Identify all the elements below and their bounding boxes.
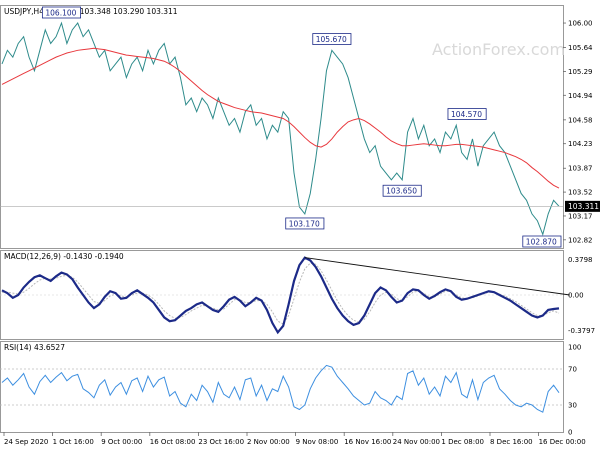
price-y-axis: 106.00 105.64 105.29 104.94 104.58 104.23 103.… <box>563 20 593 244</box>
time-x-axis: 24 Sep 2020 1 Oct 16:00 9 Oct 00:00 16 Oct … <box>3 432 586 446</box>
price-tick-label: 104.94 <box>568 92 593 100</box>
price-annotation-label: 103.170 <box>289 219 320 228</box>
x-tick-label: 16 Dec 00:00 <box>539 438 586 446</box>
price-tick-label: 103.52 <box>568 189 593 197</box>
macd-line <box>1 256 560 335</box>
price-tick-label: 103.17 <box>568 212 593 220</box>
x-tick-label: 1 Oct 16:00 <box>53 438 94 446</box>
price-annotation-box <box>285 217 325 230</box>
price-tick-label: 104.23 <box>568 140 593 148</box>
last-price-box <box>565 200 600 212</box>
price-annotation-box <box>41 6 81 19</box>
x-tick-label: 9 Nov 08:00 <box>296 438 339 446</box>
price-tick-label: 105.29 <box>568 68 593 76</box>
macd-y-axis: 0.3798 0.00 -0.3797 <box>0 256 595 335</box>
price-tick-label: 104.58 <box>568 116 593 124</box>
chart-header: USDJPY,H4 103.333 103.348 103.290 103.31… <box>4 7 178 16</box>
price-annotations: 106.100 105.670 104.570 103.650 103.170 102.8… <box>41 6 562 248</box>
price-annotation-box <box>382 184 422 197</box>
price-tick-label: 105.64 <box>568 44 593 52</box>
rsi-title: RSI(14) 43.6527 <box>4 343 65 352</box>
watermark: ActionForex.com <box>432 40 565 59</box>
x-tick-label: 24 Sep 2020 <box>4 438 48 446</box>
price-pane-frame <box>0 5 564 249</box>
macd-tick-label: 0.3798 <box>568 256 593 264</box>
macd-tick-label: -0.3797 <box>568 327 595 335</box>
rsi-levels <box>0 368 563 406</box>
last-price-tag: 103.311 <box>565 200 600 212</box>
rsi-tick-label: 0 <box>568 429 572 437</box>
macd-tick-label: 0.00 <box>568 292 584 300</box>
price-tick-label: 106.00 <box>568 20 593 28</box>
x-tick-label: 8 Dec 16:00 <box>490 438 533 446</box>
macd-trendline <box>304 257 570 296</box>
rsi-tick-label: 70 <box>568 366 577 374</box>
price-tick-label: 103.87 <box>568 165 593 173</box>
price-annotation-box <box>522 235 562 248</box>
x-tick-label: 9 Oct 00:00 <box>101 438 142 446</box>
x-tick-label: 16 Nov 16:00 <box>344 438 391 446</box>
moving-average-line <box>1 47 560 189</box>
macd-title: MACD(12,26,9) -0.1430 -0.1940 <box>4 252 124 261</box>
last-price-label: 103.311 <box>568 202 599 211</box>
rsi-line <box>1 364 560 413</box>
x-tick-label: 23 Oct 16:00 <box>198 438 244 446</box>
price-tick-label: 102.82 <box>568 236 593 244</box>
price-annotation-box <box>447 108 487 120</box>
price-annotation-label: 105.670 <box>316 35 347 44</box>
rsi-tick-label: 30 <box>568 402 577 410</box>
rsi-y-axis: 100 70 30 0 <box>568 344 581 437</box>
rsi-tick-label: 100 <box>568 344 581 352</box>
price-annotation-label: 106.100 <box>45 9 76 18</box>
x-tick-label: 1 Dec 08:00 <box>441 438 484 446</box>
price-annotation-label: 104.570 <box>451 110 482 119</box>
price-annotation-label: 103.650 <box>386 187 417 196</box>
x-tick-label: 16 Oct 08:00 <box>150 438 196 446</box>
x-tick-label: 2 Nov 00:00 <box>247 438 290 446</box>
price-annotation-label: 102.870 <box>526 238 557 247</box>
price-series-line <box>1 21 560 236</box>
x-tick-label: 24 Nov 00:00 <box>393 438 440 446</box>
rsi-pane-frame <box>0 341 564 433</box>
price-annotation-box <box>312 33 352 45</box>
